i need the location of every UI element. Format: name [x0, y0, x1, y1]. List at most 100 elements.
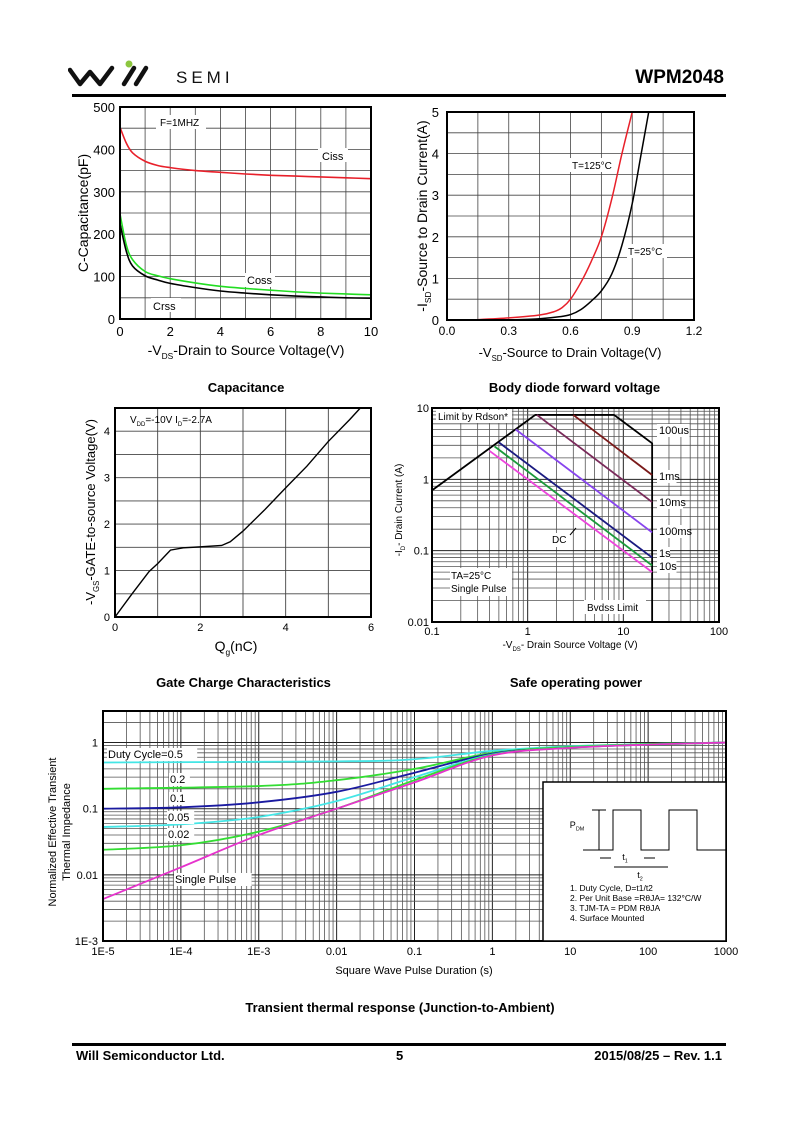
y-axis-label: -VGS-GATE-to-source Voltage(V)	[83, 419, 101, 605]
y-axis-label-line1: Normalized Effective Transient	[47, 758, 59, 907]
caption-body-diode: Body diode forward voltage	[488, 380, 661, 395]
x-tick-label: 0	[116, 324, 123, 339]
curve-label-0-05: 0.05	[168, 812, 189, 824]
inset-note: 1. Duty Cycle, D=t1/t2	[570, 883, 653, 893]
x-tick-label: 0.3	[500, 324, 517, 338]
annotation-ta: TA=25°C	[451, 571, 491, 582]
x-tick-label: 1E-3	[247, 946, 270, 958]
series-line-10s	[489, 450, 653, 573]
series-line-vgs	[114, 407, 361, 618]
x-axis-label: -VDS-Drain to Source Voltage(V)	[148, 342, 345, 361]
inset-box	[542, 781, 727, 942]
legend-label-coss: Coss	[247, 275, 273, 287]
footer-page-number: 5	[396, 1048, 404, 1063]
inset-t1-label: t1	[622, 852, 628, 865]
x-tick-label: 10	[364, 324, 378, 339]
annotation-dc: DC	[552, 535, 566, 546]
label-background	[627, 244, 667, 258]
label-background	[107, 748, 198, 761]
x-tick-label: 0.1	[407, 946, 422, 958]
label-background	[657, 470, 677, 483]
label-background	[550, 533, 572, 547]
y-tick-label: 0.1	[414, 546, 429, 558]
series-line-single-pulse	[102, 741, 727, 900]
inset-pdm-label: PDM	[570, 820, 585, 833]
y-tick-label: 0.1	[83, 804, 98, 816]
legend-label-125c: T=125°C	[572, 161, 612, 172]
caption-transient-thermal: Transient thermal response (Junction-to-…	[245, 1000, 555, 1015]
y-tick-label: 0	[108, 312, 115, 327]
curve-label-10s: 10s	[659, 561, 677, 573]
gate-charge-chart: 0 2 4 6 0 1 2 3 4 Qg(nC) -VGS-GATE-to-source Volta…	[83, 407, 374, 657]
x-tick-label: 6	[368, 622, 374, 634]
label-background	[584, 600, 646, 614]
y-axis-label: -ID- Drain Current (A)	[394, 464, 407, 557]
x-tick-label: 2	[167, 324, 174, 339]
curve-label-single-pulse: Single Pulse	[175, 874, 236, 886]
transient-thermal-chart: 1E-5 1E-4 1E-3 0.01 0.1 1 10 100 1000 1E-3 0.01 0.1…	[47, 710, 738, 977]
curve-label-0-02: 0.02	[168, 829, 189, 841]
label-background	[436, 410, 512, 423]
y-tick-label: 3	[432, 188, 439, 203]
x-tick-label: 1	[525, 626, 531, 638]
annotation-bvdss-limit: Bvdss Limit	[587, 603, 638, 614]
y-tick-label: 2	[104, 519, 110, 531]
y-tick-label: 2	[432, 230, 439, 245]
x-tick-label: 0.0	[439, 324, 456, 338]
label-background	[570, 158, 616, 172]
annotation-test-conditions: VDD=-10V ID=-2.7A	[130, 415, 212, 428]
inset-note: 2. Per Unit Base =RθJA= 132°C/W	[570, 893, 701, 903]
header-divider	[72, 94, 726, 97]
x-tick-label: 1	[489, 946, 495, 958]
y-tick-label: 400	[93, 142, 115, 157]
label-background	[167, 828, 195, 841]
x-tick-label: 0.9	[624, 324, 641, 338]
curve-label-duty-0-5: Duty Cycle=0.5	[108, 749, 183, 761]
y-tick-label: 100	[93, 270, 115, 285]
x-tick-label: 10	[564, 946, 576, 958]
brand-text: SEMI	[176, 68, 234, 87]
series-line-t-125-c	[471, 111, 633, 321]
body-diode-chart: 0.0 0.3 0.6 0.9 1.2 0 1 2 3 4 5 -VSD-Source to Drai…	[414, 105, 703, 363]
series-line-t-25-c	[508, 111, 650, 321]
x-tick-label: 2	[197, 622, 203, 634]
curve-label-100us: 100us	[659, 425, 689, 437]
annotation-frequency: F=1MHZ	[160, 118, 199, 129]
part-number: WPM2048	[635, 67, 724, 88]
y-tick-label: 200	[93, 227, 115, 242]
plot-frame	[119, 106, 372, 320]
label-background	[657, 525, 690, 538]
x-axis-label: -VDS- Drain Source Voltage (V)	[502, 640, 637, 653]
legend-label-crss: Crss	[153, 301, 176, 313]
label-background	[151, 298, 181, 312]
y-axis-label: C-Capacitance(pF)	[75, 154, 91, 272]
footer-company: Will Semiconductor Ltd.	[76, 1048, 225, 1063]
y-tick-label: 0	[104, 612, 110, 624]
y-tick-label: 1	[432, 271, 439, 286]
inset-t2-label: t2	[637, 870, 643, 883]
x-tick-label: 100	[639, 946, 657, 958]
label-background	[318, 148, 348, 162]
y-tick-label: 300	[93, 185, 115, 200]
series-line-100us	[572, 414, 653, 476]
y-tick-label: 3	[104, 473, 110, 485]
x-tick-label: 4	[217, 324, 224, 339]
y-tick-label: 0.01	[408, 617, 429, 629]
y-axis-label: -ISD-Source to Drain Current(A)	[414, 120, 433, 311]
x-tick-label: 8	[317, 324, 324, 339]
inset-pulse-waveform	[583, 809, 726, 851]
y-tick-label: 4	[432, 147, 439, 162]
y-tick-label: 4	[104, 426, 110, 438]
label-background	[657, 496, 683, 509]
x-tick-label: 1.2	[686, 324, 703, 338]
legend-label-25c: T=25°C	[628, 247, 662, 258]
x-tick-label: 1E-4	[169, 946, 192, 958]
x-tick-label: 1E-5	[91, 946, 114, 958]
x-tick-label: 100	[710, 626, 728, 638]
x-axis-label: -VSD-Source to Drain Voltage(V)	[479, 345, 662, 363]
series-line-crss	[119, 223, 372, 300]
inset-note: 3. TJM-TA = PDM RθJA	[570, 903, 660, 913]
curve-label-100ms: 100ms	[659, 526, 693, 538]
curve-label-1s: 1s	[659, 548, 671, 560]
